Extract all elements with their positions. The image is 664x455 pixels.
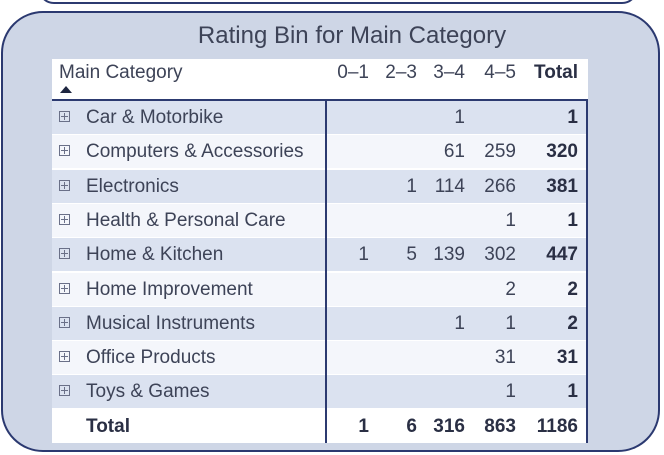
bin-value: 1 xyxy=(505,381,516,402)
table-row[interactable]: Office Products 31 31 xyxy=(52,341,588,375)
panel-title: Rating Bin for Main Category xyxy=(197,22,507,49)
row-total: 2 xyxy=(567,279,578,300)
header-bin-3-4[interactable]: 3–4 xyxy=(433,62,465,83)
row-values-cell xyxy=(327,238,588,271)
row-label-cell xyxy=(52,375,325,408)
previous-panel-edge xyxy=(38,0,638,4)
grand-total-label: Total xyxy=(86,416,130,437)
header-bin-0-1[interactable]: 0–1 xyxy=(337,62,369,83)
row-values-cell xyxy=(327,307,588,340)
bin-value: 2 xyxy=(505,279,516,300)
row-values-cell xyxy=(327,273,588,306)
table-row[interactable]: Toys & Games 1 1 xyxy=(52,375,588,409)
bin-value: 1 xyxy=(505,313,516,334)
category-label: Home Improvement xyxy=(86,279,253,300)
row-label-cell xyxy=(52,135,325,168)
plus-square-icon[interactable] xyxy=(59,385,70,396)
bin-value: 1 xyxy=(505,210,516,231)
row-total: 1 xyxy=(567,381,578,402)
bin-value: 1 xyxy=(358,244,369,265)
table-row[interactable]: Electronics 1 114 266 381 xyxy=(52,170,588,204)
category-label: Electronics xyxy=(86,176,179,197)
plus-square-icon[interactable] xyxy=(59,145,70,156)
row-values-cell xyxy=(327,410,588,443)
row-total: 1 xyxy=(567,107,578,128)
plus-square-icon[interactable] xyxy=(59,214,70,225)
header-total[interactable]: Total xyxy=(534,62,578,83)
bin-value: 302 xyxy=(484,244,516,265)
sort-ascending-icon[interactable] xyxy=(60,86,72,93)
bin-value: 31 xyxy=(494,347,516,368)
plus-square-icon[interactable] xyxy=(59,351,70,362)
row-label-cell xyxy=(52,204,325,237)
bin-total: 316 xyxy=(433,416,465,437)
bin-value: 1 xyxy=(454,313,465,334)
row-total: 2 xyxy=(567,313,578,334)
bin-value: 1 xyxy=(406,176,417,197)
row-values-cell xyxy=(327,101,588,134)
header-main-category[interactable]: Main Category xyxy=(59,62,183,83)
plus-square-icon[interactable] xyxy=(59,248,70,259)
pivot-table: Main Category 0–1 2–3 3–4 4–5 Total Car … xyxy=(52,59,588,443)
row-values-cell xyxy=(327,135,588,168)
row-total: 381 xyxy=(546,176,578,197)
plus-square-icon[interactable] xyxy=(59,317,70,328)
grand-total-row: Total 1 6 316 863 1186 xyxy=(52,410,588,444)
table-row[interactable]: Home & Kitchen 1 5 139 302 447 xyxy=(52,238,588,272)
label-column-divider xyxy=(325,101,327,443)
row-label-cell xyxy=(52,238,325,271)
category-label: Health & Personal Care xyxy=(86,210,286,231)
row-values-cell xyxy=(327,204,588,237)
table-row[interactable]: Home Improvement 2 2 xyxy=(52,273,588,307)
grand-total-value: 1186 xyxy=(536,416,578,437)
category-label: Office Products xyxy=(86,347,216,368)
row-label-cell xyxy=(52,170,325,203)
row-label-cell xyxy=(52,341,325,374)
row-total: 447 xyxy=(546,244,578,265)
bin-value: 266 xyxy=(484,176,516,197)
bin-value: 114 xyxy=(434,176,465,197)
category-label: Musical Instruments xyxy=(86,313,255,334)
table-row[interactable]: Car & Motorbike 1 1 xyxy=(52,101,588,135)
row-total: 1 xyxy=(567,210,578,231)
header-divider xyxy=(52,99,588,101)
row-label-cell xyxy=(52,273,325,306)
bin-value: 259 xyxy=(484,141,516,162)
bin-value: 61 xyxy=(443,141,465,162)
bin-value: 139 xyxy=(433,244,465,265)
bin-total: 863 xyxy=(484,416,516,437)
table-row[interactable]: Health & Personal Care 1 1 xyxy=(52,204,588,238)
row-values-cell xyxy=(327,341,588,374)
bin-value: 5 xyxy=(406,244,417,265)
category-label: Home & Kitchen xyxy=(86,244,224,265)
row-label-cell xyxy=(52,101,325,134)
row-total: 31 xyxy=(556,347,578,368)
row-label-cell xyxy=(52,410,325,443)
plus-square-icon[interactable] xyxy=(59,111,70,122)
row-values-cell xyxy=(327,375,588,408)
table-row[interactable]: Computers & Accessories 61 259 320 xyxy=(52,135,588,169)
plus-square-icon[interactable] xyxy=(59,180,70,191)
right-edge-divider xyxy=(586,101,588,443)
category-label: Toys & Games xyxy=(86,381,210,402)
category-label: Car & Motorbike xyxy=(86,107,224,128)
row-label-cell xyxy=(52,307,325,340)
header-bin-2-3[interactable]: 2–3 xyxy=(385,62,417,83)
bin-value: 1 xyxy=(454,107,465,128)
category-label: Computers & Accessories xyxy=(86,141,304,162)
row-total: 320 xyxy=(546,141,578,162)
row-values-cell xyxy=(327,170,588,203)
header-bin-4-5[interactable]: 4–5 xyxy=(484,62,516,83)
header-row: Main Category 0–1 2–3 3–4 4–5 Total xyxy=(52,59,588,101)
plus-square-icon[interactable] xyxy=(59,283,70,294)
table-row[interactable]: Musical Instruments 1 1 2 xyxy=(52,307,588,341)
bin-total: 6 xyxy=(406,416,417,437)
bin-total: 1 xyxy=(358,416,369,437)
